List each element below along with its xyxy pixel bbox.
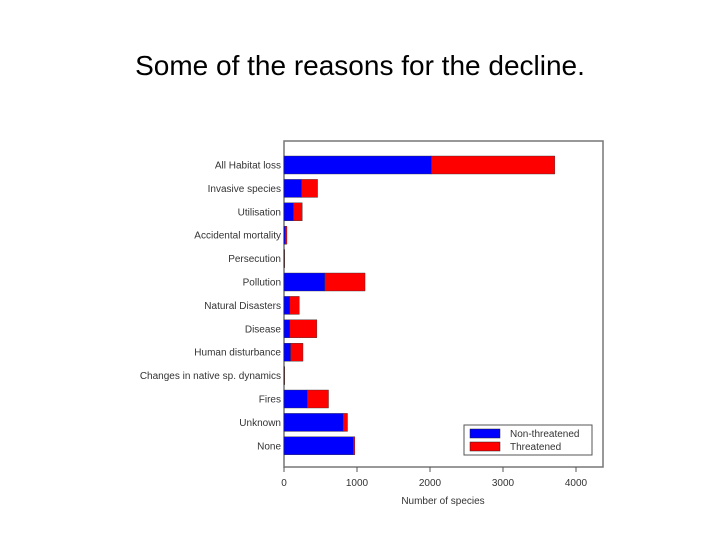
category-label-accidental-mortality: Accidental mortality <box>194 231 281 242</box>
category-label-pollution: Pollution <box>243 278 281 289</box>
legend-swatch-threatened <box>469 441 501 452</box>
category-label-human-disturbance: Human disturbance <box>194 348 281 359</box>
bar-non-threatened-none <box>283 436 354 455</box>
category-label-unknown: Unknown <box>239 418 281 429</box>
category-label-fires: Fires <box>259 395 281 406</box>
bar-non-threatened-human-disturbance <box>283 343 291 362</box>
x-tick-label-1000: 1000 <box>346 478 369 489</box>
category-label-natural-disasters: Natural Disasters <box>204 301 281 312</box>
bar-threatened-invasive-species <box>301 179 318 198</box>
bar-threatened-fires <box>307 389 329 409</box>
bar-threatened-pollution <box>324 272 366 292</box>
slide-title: Some of the reasons for the decline. <box>135 50 585 81</box>
bar-non-threatened-unknown <box>283 413 344 432</box>
bar-non-threatened-all-habitat-loss <box>283 155 432 175</box>
bar-threatened-natural-disasters <box>289 296 300 315</box>
category-label-utilisation: Utilisation <box>238 207 281 218</box>
bar-threatened-disease <box>289 319 318 338</box>
category-label-none: None <box>257 441 281 452</box>
x-tick-label-3000: 3000 <box>492 478 515 489</box>
legend-label-threatened: Threatened <box>510 442 561 453</box>
category-label-invasive-species: Invasive species <box>208 184 281 195</box>
bar-threatened-human-disturbance <box>290 343 304 362</box>
bar-non-threatened-fires <box>283 389 308 409</box>
category-label-disease: Disease <box>245 324 282 335</box>
category-label-all-habitat-loss: All Habitat loss <box>215 161 281 172</box>
bar-threatened-unknown <box>342 413 348 432</box>
bar-non-threatened-accidental-mortality <box>283 225 286 245</box>
x-tick-label-4000: 4000 <box>565 478 588 489</box>
bar-threatened-accidental-mortality <box>285 225 288 245</box>
x-tick-label-2000: 2000 <box>419 478 442 489</box>
bar-non-threatened-natural-disasters <box>283 296 291 315</box>
plot-area <box>283 140 604 468</box>
category-label-changes-in-native-sp-dynamics: Changes in native sp. dynamics <box>140 371 281 382</box>
legend-swatch-non-threatened <box>469 428 501 439</box>
x-axis-label: Number of species <box>401 496 484 507</box>
bars-group <box>283 155 556 455</box>
legend: Non-threatened Threatened <box>463 424 593 456</box>
bar-threatened-none <box>353 436 356 455</box>
bar-threatened-all-habitat-loss <box>431 155 556 175</box>
legend-label-non-threatened: Non-threatened <box>510 429 580 440</box>
x-ticks: 0 1000 2000 3000 4000 <box>281 467 588 489</box>
bar-non-threatened-invasive-species <box>283 179 302 198</box>
bar-threatened-utilisation <box>293 202 303 222</box>
bar-non-threatened-utilisation <box>283 202 294 222</box>
x-tick-label-0: 0 <box>281 478 287 489</box>
bar-non-threatened-disease <box>283 319 291 338</box>
category-labels: All Habitat loss Invasive species Utilisat… <box>140 161 282 453</box>
category-label-persecution: Persecution <box>228 254 281 265</box>
bar-non-threatened-pollution <box>283 272 326 292</box>
